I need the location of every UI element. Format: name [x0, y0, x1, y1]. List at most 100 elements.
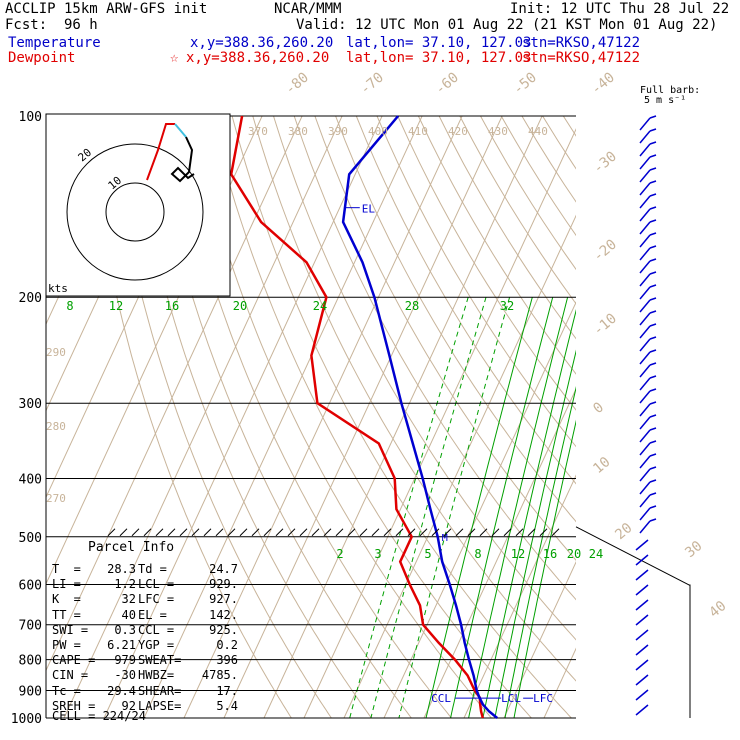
dry-adiabat — [481, 116, 740, 718]
wind-barb-flag — [650, 298, 656, 300]
wind-barb-flag — [650, 454, 656, 456]
pressure-tick-label: 300 — [19, 397, 42, 412]
parcel-value: 929. — [182, 577, 238, 591]
dry-adiabat — [522, 116, 740, 718]
wind-barb — [640, 495, 650, 507]
theta-label: 280 — [46, 420, 66, 433]
freezing-hatch — [372, 529, 379, 536]
wind-barb — [636, 660, 648, 670]
parcel-label: LFC = — [138, 592, 188, 606]
isotherm-label: -20 — [590, 237, 620, 266]
freezing-hatch — [132, 529, 139, 536]
dry-adiabat — [439, 116, 740, 718]
wind-barb — [640, 196, 650, 208]
wind-barb — [640, 430, 650, 442]
mixing-ratio-label: 8 — [474, 547, 481, 561]
dry-adiabat — [253, 116, 612, 718]
freezing-hatch — [108, 529, 115, 536]
wind-barb-flag — [650, 376, 656, 378]
parcel-label: LCL = — [138, 577, 188, 591]
pressure-tick-label: 900 — [19, 684, 42, 699]
theta-label: 400 — [368, 125, 388, 138]
mixing-ratio-label: 2 — [336, 547, 343, 561]
wind-barb-flag — [650, 311, 656, 313]
mixing-ratio-line — [451, 297, 553, 718]
freezing-hatch — [228, 529, 235, 536]
wind-barb — [636, 615, 648, 625]
parcel-cell: CELL = 224/24 — [52, 709, 146, 723]
wind-barb-flag — [650, 207, 656, 209]
mixing-ratio-label: 8 — [66, 299, 73, 313]
mixing-ratio-label: 16 — [165, 299, 179, 313]
wind-barb-flag — [650, 363, 656, 365]
wind-barb — [640, 456, 650, 468]
parcel-value: 0.3 — [80, 623, 136, 637]
freezing-hatch — [156, 529, 163, 536]
wind-barb — [636, 540, 648, 550]
freezing-hatch — [180, 529, 187, 536]
isotherm-label: 10 — [590, 454, 613, 477]
pressure-tick-label: 200 — [19, 291, 42, 306]
wind-barb — [640, 326, 650, 338]
parcel-value: 927. — [182, 592, 238, 606]
freezing-hatch — [324, 529, 331, 536]
mixing-ratio-label: 3 — [374, 547, 381, 561]
wind-barb-flag — [650, 194, 656, 196]
freezing-hatch — [312, 529, 319, 536]
wind-barb — [640, 170, 650, 182]
wind-barb — [640, 469, 650, 481]
mixing-ratio-label: 28 — [405, 299, 419, 313]
wind-barb — [640, 521, 650, 533]
parcel-value: 40 — [80, 608, 136, 622]
wind-barb — [640, 248, 650, 260]
wind-barb — [640, 508, 650, 520]
dewpoint-profile — [231, 116, 483, 718]
theta-label: 440 — [528, 125, 548, 138]
wind-barb-flag — [650, 493, 656, 495]
freezing-hatch — [480, 529, 487, 536]
dry-adiabat — [377, 116, 740, 718]
pressure-tick-label: 700 — [19, 619, 42, 634]
isotherm-label: 0 — [590, 399, 607, 417]
lcl-annotation: LCL — [501, 692, 521, 705]
wind-barb — [636, 645, 648, 655]
freezing-hatch — [360, 529, 367, 536]
isotherm-label: -60 — [432, 70, 462, 99]
wind-barb-flag — [650, 519, 656, 521]
pressure-tick-label: 500 — [19, 531, 42, 546]
wind-barb-flag — [650, 116, 656, 118]
wind-barb — [640, 118, 650, 130]
freezing-hatch — [300, 529, 307, 536]
parcel-value: 17. — [182, 684, 238, 698]
wind-barb — [640, 235, 650, 247]
wind-barb-flag — [650, 272, 656, 274]
parcel-label: SWEAT= — [138, 653, 188, 667]
wind-barb-flag — [650, 233, 656, 235]
mixing-ratio-label: 20 — [233, 299, 247, 313]
wind-barb-flag — [650, 467, 656, 469]
wind-barb — [640, 287, 650, 299]
freezing-hatch — [252, 529, 259, 536]
wind-barb-flag — [650, 428, 656, 430]
parcel-value: 925. — [182, 623, 238, 637]
parcel-value: 28.3 — [80, 562, 136, 576]
wind-barb-flag — [650, 415, 656, 417]
pressure-tick-label: 1000 — [11, 712, 42, 727]
parcel-value: 24.7 — [182, 562, 238, 576]
freezing-hatch — [348, 529, 355, 536]
wind-barb-flag — [650, 389, 656, 391]
wind-barb — [640, 313, 650, 325]
isotherm — [464, 116, 740, 718]
theta-label: 290 — [46, 346, 66, 359]
wind-barb — [640, 300, 650, 312]
wind-barb — [640, 417, 650, 429]
mixing-ratio-label: 12 — [511, 547, 525, 561]
wind-barb — [636, 690, 648, 700]
dry-adiabat — [501, 116, 740, 718]
parcel-value: 0.2 — [182, 638, 238, 652]
isotherm — [584, 116, 740, 718]
wind-barb — [636, 630, 648, 640]
mixing-ratio-label: 20 — [567, 547, 581, 561]
el-annotation: EL — [362, 203, 376, 216]
wind-barb-flag — [650, 402, 656, 404]
